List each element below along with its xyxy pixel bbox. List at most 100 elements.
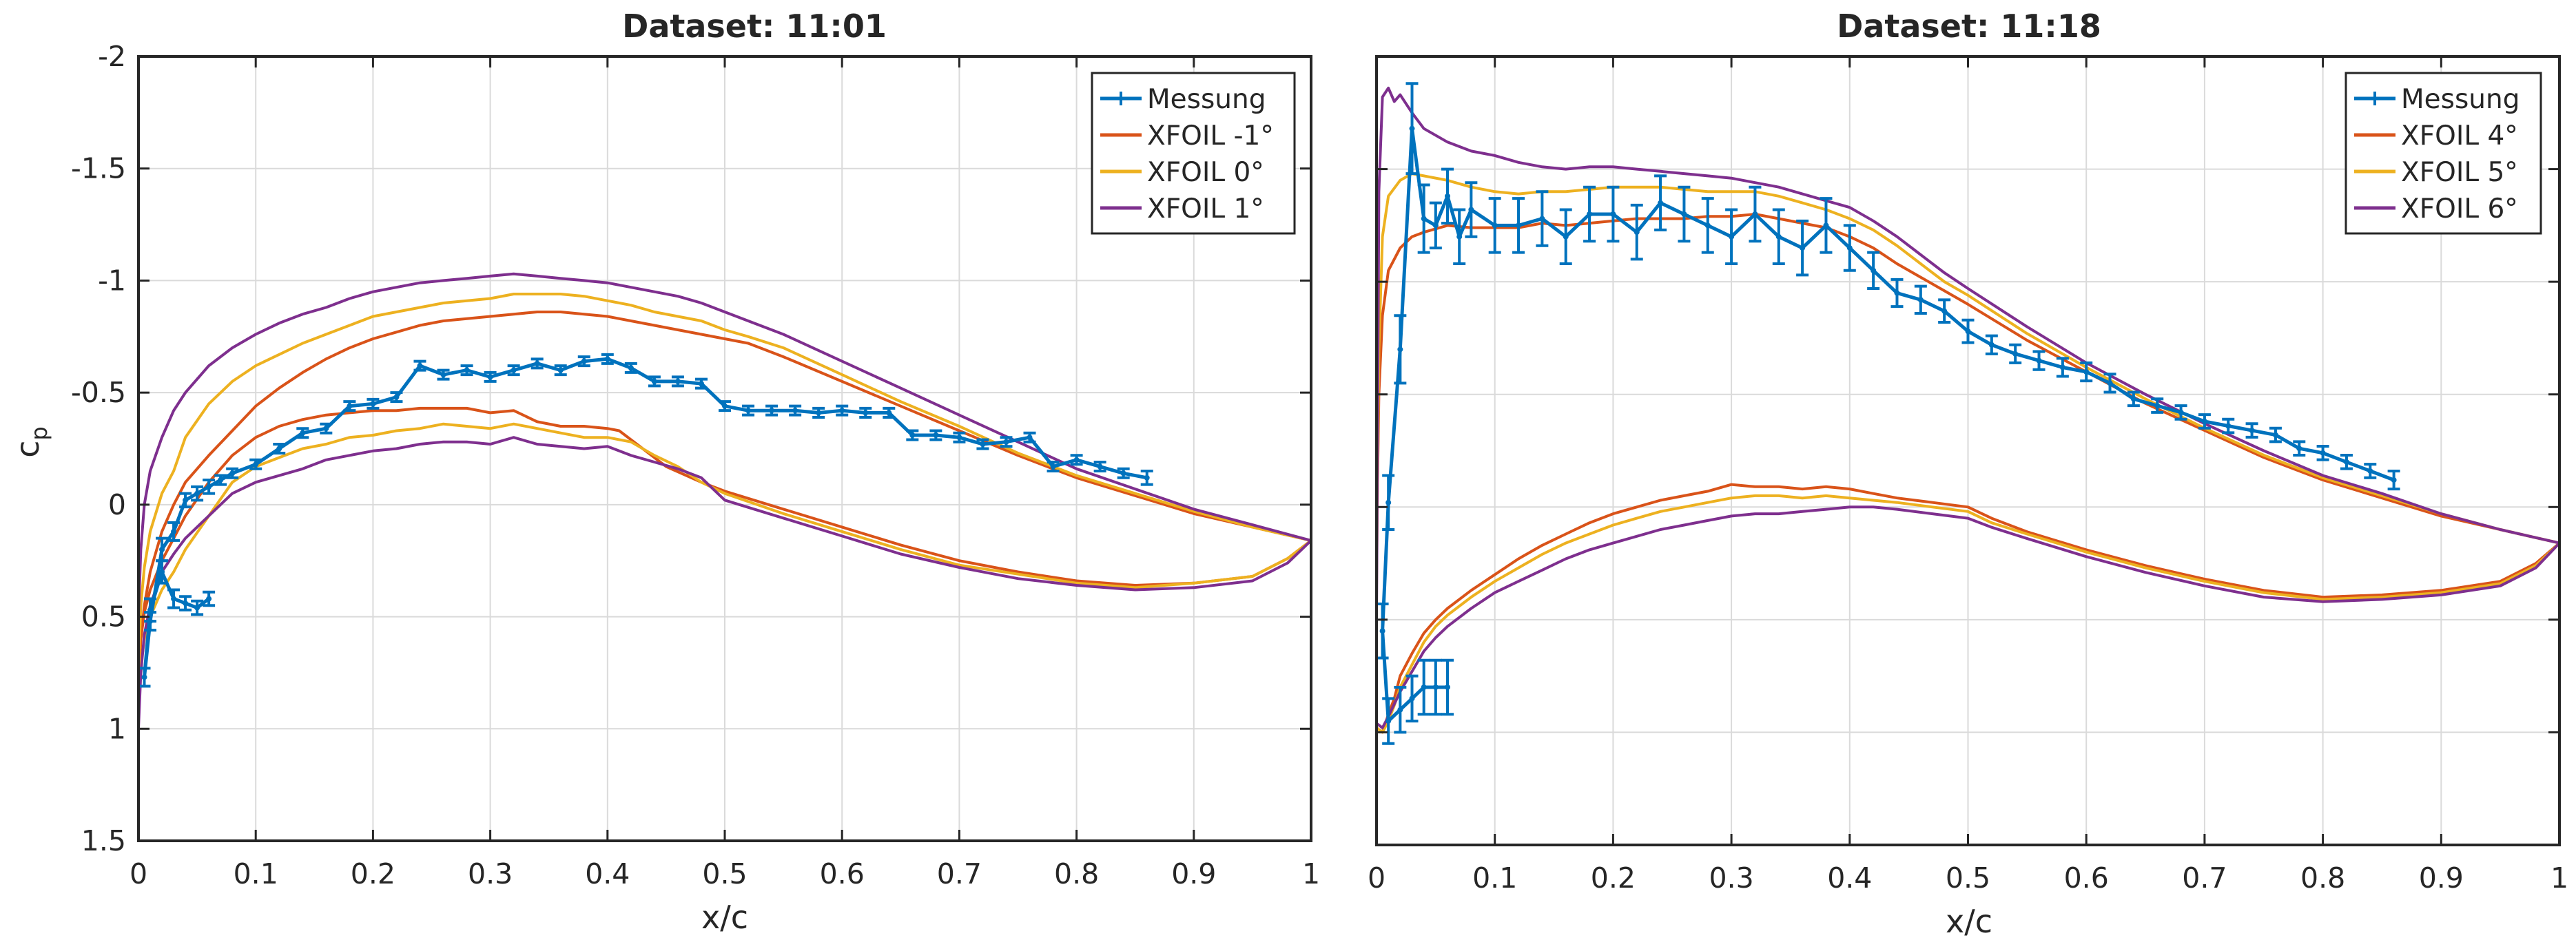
data-point <box>159 569 165 575</box>
series-line-xfoil-4 <box>1377 213 2559 734</box>
data-point <box>1894 290 1900 296</box>
y-axis-label: cp <box>9 426 52 458</box>
data-point <box>1846 245 1853 251</box>
y-tick-label: -2 <box>98 40 126 73</box>
x-tick-label: 0.3 <box>1709 861 1753 895</box>
data-point <box>1456 233 1463 240</box>
x-tick-label: 0.6 <box>820 857 865 890</box>
data-point <box>1941 308 1948 314</box>
legend-label: XFOIL 1° <box>1147 194 1264 224</box>
data-point <box>1027 435 1033 441</box>
data-point <box>2320 450 2326 456</box>
legend-label: Messung <box>2401 84 2520 115</box>
data-point <box>792 408 798 414</box>
data-point <box>194 605 200 611</box>
data-point <box>2130 396 2136 402</box>
x-tick-label: 0.6 <box>2064 861 2109 895</box>
x-tick-label: 0.3 <box>468 857 513 890</box>
data-point <box>1539 216 1545 222</box>
data-point <box>1965 328 1971 335</box>
data-point <box>1073 457 1080 463</box>
data-point <box>1397 707 1403 713</box>
data-point <box>183 600 189 607</box>
data-point <box>1421 684 1427 690</box>
data-point <box>1658 200 1664 206</box>
data-point <box>1871 267 1877 273</box>
data-point <box>839 408 845 414</box>
data-point <box>604 356 610 362</box>
x-tick-label: 1 <box>2551 861 2568 895</box>
data-point <box>323 426 329 432</box>
legend-label: XFOIL 5° <box>2401 157 2518 188</box>
data-point <box>1379 628 1385 634</box>
data-point <box>1120 470 1126 477</box>
data-point <box>1432 222 1439 229</box>
data-point <box>276 446 282 452</box>
legend-label: Messung <box>1147 84 1266 115</box>
data-point <box>2083 369 2090 375</box>
data-point <box>2272 432 2278 438</box>
data-point <box>2178 409 2184 415</box>
x-tick-label: 0.8 <box>2300 861 2345 895</box>
series-line-xfoil-1 <box>138 272 1311 729</box>
data-point <box>393 394 400 400</box>
data-point <box>2343 459 2349 465</box>
x-tick-label: 1 <box>1302 857 1320 890</box>
x-tick-label: 0 <box>130 857 147 890</box>
x-tick-label: 0.8 <box>1054 857 1099 890</box>
data-point <box>909 432 916 438</box>
y-tick-label: 1 <box>108 712 126 745</box>
data-point <box>1610 211 1616 217</box>
data-point <box>1385 499 1392 505</box>
x-tick-label: 0.9 <box>1171 857 1216 890</box>
legend-label: XFOIL 4° <box>2401 121 2518 151</box>
data-point <box>651 378 657 384</box>
series-line-messung <box>1381 127 2395 723</box>
y-tick-label: -1 <box>98 264 126 297</box>
data-point <box>674 378 681 384</box>
data-point <box>1729 233 1735 240</box>
data-point <box>698 381 704 387</box>
data-point <box>2201 418 2207 424</box>
data-point <box>2367 468 2373 474</box>
legend-left: Messung XFOIL -1° XFOIL 0° XFOIL 1° <box>1091 72 1296 235</box>
data-point <box>1681 211 1687 217</box>
x-tick-label: 0.7 <box>937 857 982 890</box>
x-tick-label: 0.7 <box>2182 861 2227 895</box>
data-point <box>581 358 587 364</box>
data-point <box>1050 463 1056 470</box>
legend-right: Messung XFOIL 4° XFOIL 5° XFOIL 6° <box>2345 72 2542 235</box>
data-point <box>745 408 752 414</box>
data-point <box>1445 193 1451 199</box>
data-point <box>1752 211 1758 217</box>
data-point <box>417 363 423 369</box>
data-point <box>229 470 236 477</box>
y-tick-label: 0 <box>108 488 126 521</box>
data-point <box>2107 380 2113 386</box>
data-point <box>2059 364 2065 370</box>
x-tick-label: 0 <box>1368 861 1385 895</box>
x-tick-label: 0.4 <box>585 857 630 890</box>
data-point <box>1397 346 1403 353</box>
chart-panel-left: Dataset: 11:01 0 0.1 0.2 0.3 0.4 0.5 0.6 0.7 0.8… <box>9 8 1320 936</box>
data-point <box>1800 245 1806 251</box>
x-tick-label: 0.1 <box>1472 861 1517 895</box>
data-point <box>2154 403 2161 409</box>
data-point <box>1409 125 1415 132</box>
series-line-xfoil-5 <box>1377 172 2559 734</box>
data-point <box>347 403 353 409</box>
data-point <box>557 367 564 373</box>
data-point <box>1704 222 1711 229</box>
data-point <box>1775 233 1782 240</box>
data-point <box>370 401 376 407</box>
series-line-xfoil-0 <box>138 293 1311 696</box>
data-point <box>253 461 259 468</box>
data-point <box>534 360 540 366</box>
data-point <box>886 410 892 416</box>
y-tick-label: -0.5 <box>71 376 126 409</box>
x-tick-label: 0.1 <box>234 857 278 890</box>
data-point <box>1563 233 1569 240</box>
data-point <box>440 372 446 378</box>
data-point <box>147 618 154 625</box>
